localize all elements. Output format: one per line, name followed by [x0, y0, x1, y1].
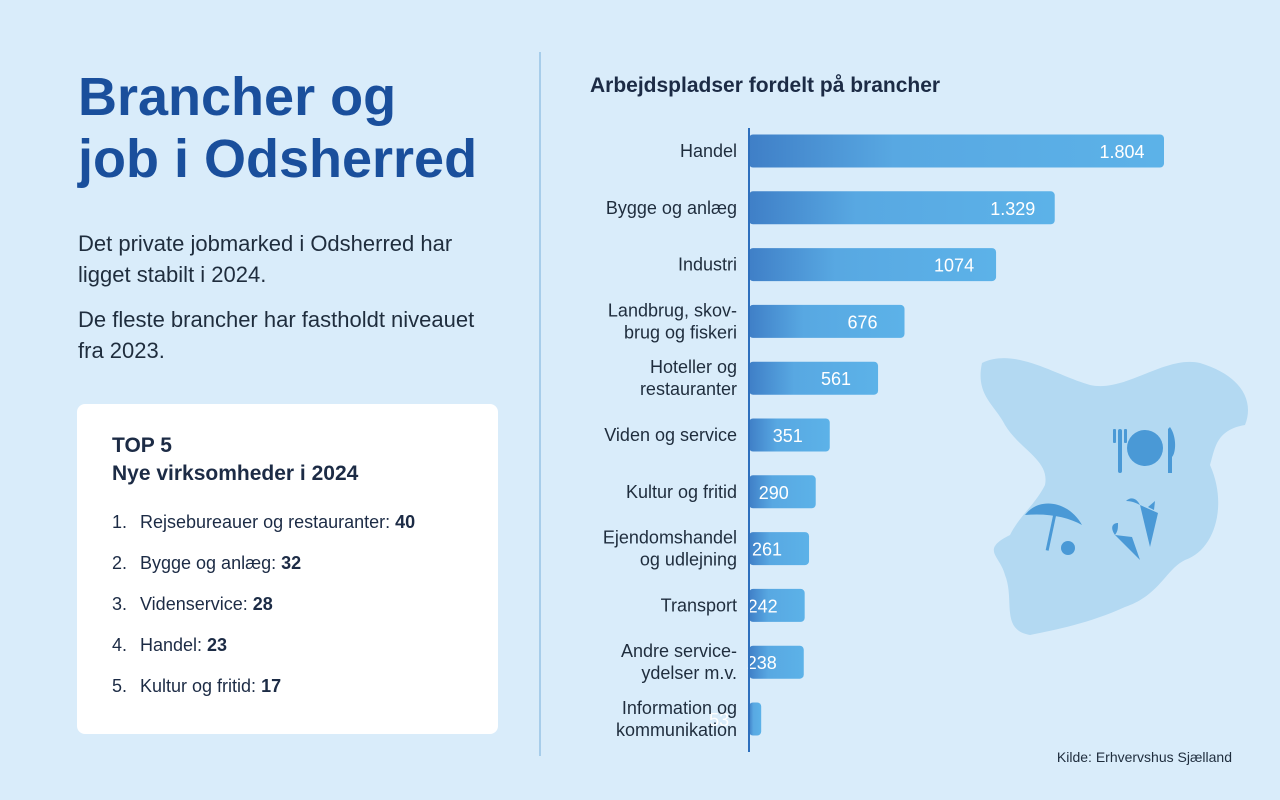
- bar: [749, 475, 816, 509]
- list-item: 3. Videnservice: 28: [112, 594, 415, 635]
- category-label-line: kommunikation: [616, 720, 737, 740]
- list-item: 4. Handel: 23: [112, 635, 415, 676]
- list-item-value: 23: [207, 635, 228, 655]
- bar: [749, 645, 804, 679]
- bar: [749, 361, 879, 395]
- list-item-value: 40: [395, 512, 416, 532]
- category-label: Handel: [680, 141, 737, 161]
- bar: [749, 248, 997, 282]
- chart-title: Arbejdspladser fordelt på brancher: [590, 74, 941, 97]
- bar: [749, 702, 762, 736]
- top5-list: 1. Rejsebureauer og restauranter: 40 2. By…: [112, 512, 415, 717]
- top5-subheading: Nye virksomheder i 2024: [112, 462, 359, 485]
- bar-value-label: 561: [821, 369, 851, 389]
- category-label-line: Hoteller og: [650, 357, 737, 377]
- bar-value-label: 1074: [934, 256, 974, 276]
- list-item-rank: 1.: [112, 512, 128, 532]
- category-label-line: Ejendomshandel: [603, 528, 737, 548]
- list-item-rank: 4.: [112, 635, 128, 655]
- list-item-label: Rejsebureauer og restauranter:: [140, 512, 396, 532]
- category-label-line: Viden og service: [604, 425, 737, 445]
- intro-text: Det private jobmarked i Odsherred har li…: [78, 228, 498, 380]
- intro-paragraph-2: De fleste brancher har fastholdt niveaue…: [78, 307, 475, 363]
- category-label-line: og udlejning: [640, 550, 737, 570]
- intro-paragraph-1: Det private jobmarked i Odsherred har li…: [78, 231, 453, 287]
- bar-value-label: 1.329: [990, 199, 1035, 219]
- list-item-value: 28: [252, 594, 273, 614]
- category-label-line: Andre service-: [621, 641, 737, 661]
- category-label-line: restauranter: [640, 379, 737, 399]
- bar: [749, 134, 1164, 168]
- category-label: Bygge og anlæg: [606, 198, 737, 218]
- category-label-line: Kultur og fritid: [626, 482, 737, 502]
- bar-value-label: 261: [752, 540, 782, 560]
- title-line-1: Brancher og: [78, 67, 397, 127]
- category-label: Ejendomshandel og udlejning: [603, 528, 737, 570]
- list-item-rank: 5.: [112, 676, 128, 696]
- category-label-line: Landbrug, skov-: [608, 300, 737, 320]
- bar-value-label: 676: [847, 312, 877, 332]
- category-label: Andre service-ydelser m.v.: [621, 641, 737, 683]
- category-label: Industri: [678, 255, 737, 275]
- list-item: 1. Rejsebureauer og restauranter: 40: [112, 512, 415, 553]
- list-item: 2. Bygge og anlæg: 32: [112, 553, 415, 594]
- category-label: Landbrug, skov-brug og fiskeri: [608, 300, 737, 342]
- category-label-line: Handel: [680, 141, 737, 161]
- list-item: 5. Kultur og fritid: 17: [112, 676, 415, 717]
- list-item-value: 17: [261, 676, 282, 696]
- page-title: Brancher og job i Odsherred: [78, 66, 518, 190]
- bar: [749, 588, 805, 622]
- category-label-line: Transport: [661, 595, 737, 615]
- bar: [749, 532, 810, 566]
- category-label: Viden og service: [604, 425, 737, 445]
- list-item-label: Bygge og anlæg:: [140, 553, 282, 573]
- title-line-2: job i Odsherred: [78, 129, 478, 189]
- category-label-line: Information og: [622, 698, 737, 718]
- bar: [749, 304, 905, 338]
- beach-umbrella-icon: [1025, 503, 1082, 555]
- category-label-line: ydelser m.v.: [641, 663, 737, 683]
- source-caption: Kilde: Erhvervshus Sjælland: [1056, 749, 1232, 765]
- bar-value-label: 242: [748, 596, 778, 616]
- odsherred-map-illustration: [980, 358, 1248, 635]
- bar-value-label: 351: [773, 426, 803, 446]
- list-item-value: 32: [281, 553, 302, 573]
- top5-card: TOP 5 Nye virksomheder i 2024 1. Rejsebur…: [77, 404, 498, 734]
- category-label: Transport: [661, 595, 737, 615]
- map-shape: [980, 358, 1248, 635]
- category-label-line: Bygge og anlæg: [606, 198, 737, 218]
- top5-heading: TOP 5: [112, 434, 172, 457]
- list-item-label: Handel:: [140, 635, 208, 655]
- category-label: Information og kommunikation: [616, 698, 737, 740]
- list-item-rank: 2.: [112, 553, 128, 573]
- list-item-label: Videnservice:: [140, 594, 253, 614]
- bar: [749, 191, 1055, 225]
- list-item-rank: 3.: [112, 594, 128, 614]
- category-label: Hoteller og restauranter: [640, 357, 737, 399]
- bar-value-label: 53: [709, 710, 729, 730]
- bar: [749, 418, 830, 452]
- carrot-icon: [1112, 498, 1158, 560]
- bar-value-label: 290: [759, 483, 789, 503]
- category-label-line: brug og fiskeri: [624, 322, 737, 342]
- bar-value-label: 1.804: [1099, 142, 1144, 162]
- column-divider: [539, 52, 541, 756]
- category-label-line: Industri: [678, 255, 737, 275]
- bar-value-label: 238: [747, 653, 777, 673]
- fork-knife-plate-icon: [1113, 427, 1176, 473]
- category-label: Kultur og fritid: [626, 482, 737, 502]
- list-item-label: Kultur og fritid:: [140, 676, 262, 696]
